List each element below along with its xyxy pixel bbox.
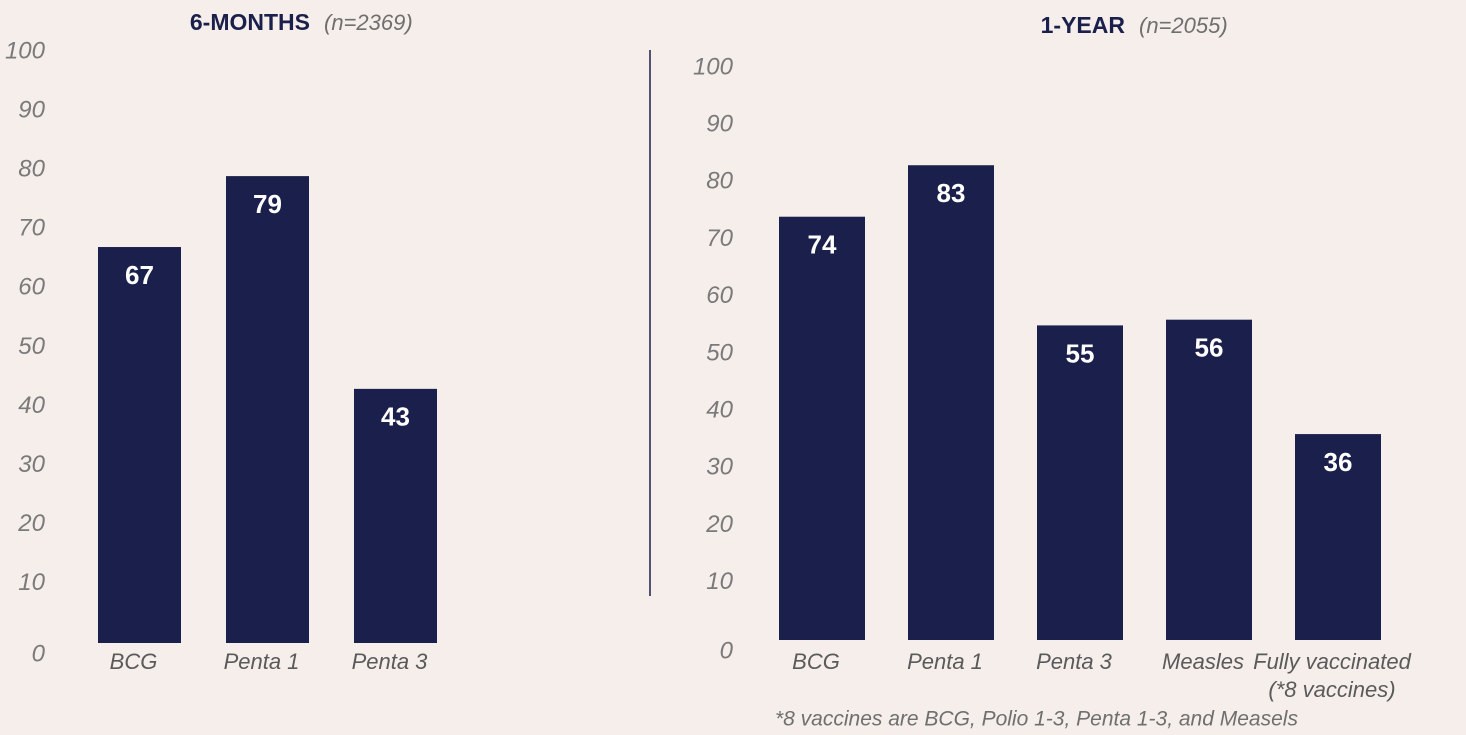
x-tick-label: Penta 1 [223,649,300,674]
y-tick-label: 100 [693,53,734,80]
y-tick-label: 10 [18,569,45,596]
x-tick-label: BCG [792,649,840,674]
data-label: 56 [1195,333,1224,363]
bar [908,165,994,641]
bar [1295,434,1381,640]
chart-subtitle: (n=2369) [324,10,413,35]
data-label: 67 [125,260,154,290]
y-tick-label: 60 [18,274,45,301]
bar [98,247,181,643]
y-tick-label: 30 [18,451,45,478]
y-tick-label: 40 [706,397,733,424]
y-tick-label: 50 [18,333,45,360]
x-tick-label: Penta 3 [1036,649,1112,674]
y-tick-label: 0 [720,637,734,664]
y-tick-label: 100 [5,37,46,64]
x-tick-label: BCG [109,649,158,674]
y-tick-label: 50 [706,339,733,366]
data-label: 36 [1324,447,1353,477]
data-label: 74 [808,230,837,260]
bar [1166,319,1252,640]
y-tick-label: 80 [706,168,733,195]
y-tick-label: 40 [18,392,45,419]
y-tick-label: 20 [705,511,733,538]
y-tick-label: 20 [17,510,45,537]
footnote: *8 vaccines are BCG, Polio 1-3, Penta 1-… [775,708,1298,731]
bar [779,216,865,640]
data-label: 83 [937,178,966,208]
y-tick-label: 90 [18,96,45,123]
y-tick-label: 0 [32,640,46,667]
x-tick-label: Penta 3 [351,649,428,674]
data-label: 43 [381,402,410,432]
chart-subtitle: (n=2055) [1139,13,1228,38]
x-tick-label: Fully vaccinated (*8 vaccines) [1253,649,1411,702]
y-tick-label: 60 [706,282,733,309]
bar [1037,325,1123,640]
chart-title: 6-MONTHS [190,9,310,35]
y-tick-label: 10 [706,568,733,595]
y-tick-label: 70 [18,215,45,242]
x-tick-label: Penta 1 [907,649,983,674]
y-tick-label: 90 [706,111,733,138]
chart-title: 1-YEAR [1041,12,1126,38]
y-tick-label: 30 [706,454,733,481]
bar [354,388,437,643]
y-tick-label: 70 [706,225,733,252]
bar [226,176,309,644]
x-tick-label: Measles [1162,649,1244,674]
data-label: 55 [1066,338,1095,368]
data-label: 79 [253,189,282,219]
y-tick-label: 80 [18,156,45,183]
